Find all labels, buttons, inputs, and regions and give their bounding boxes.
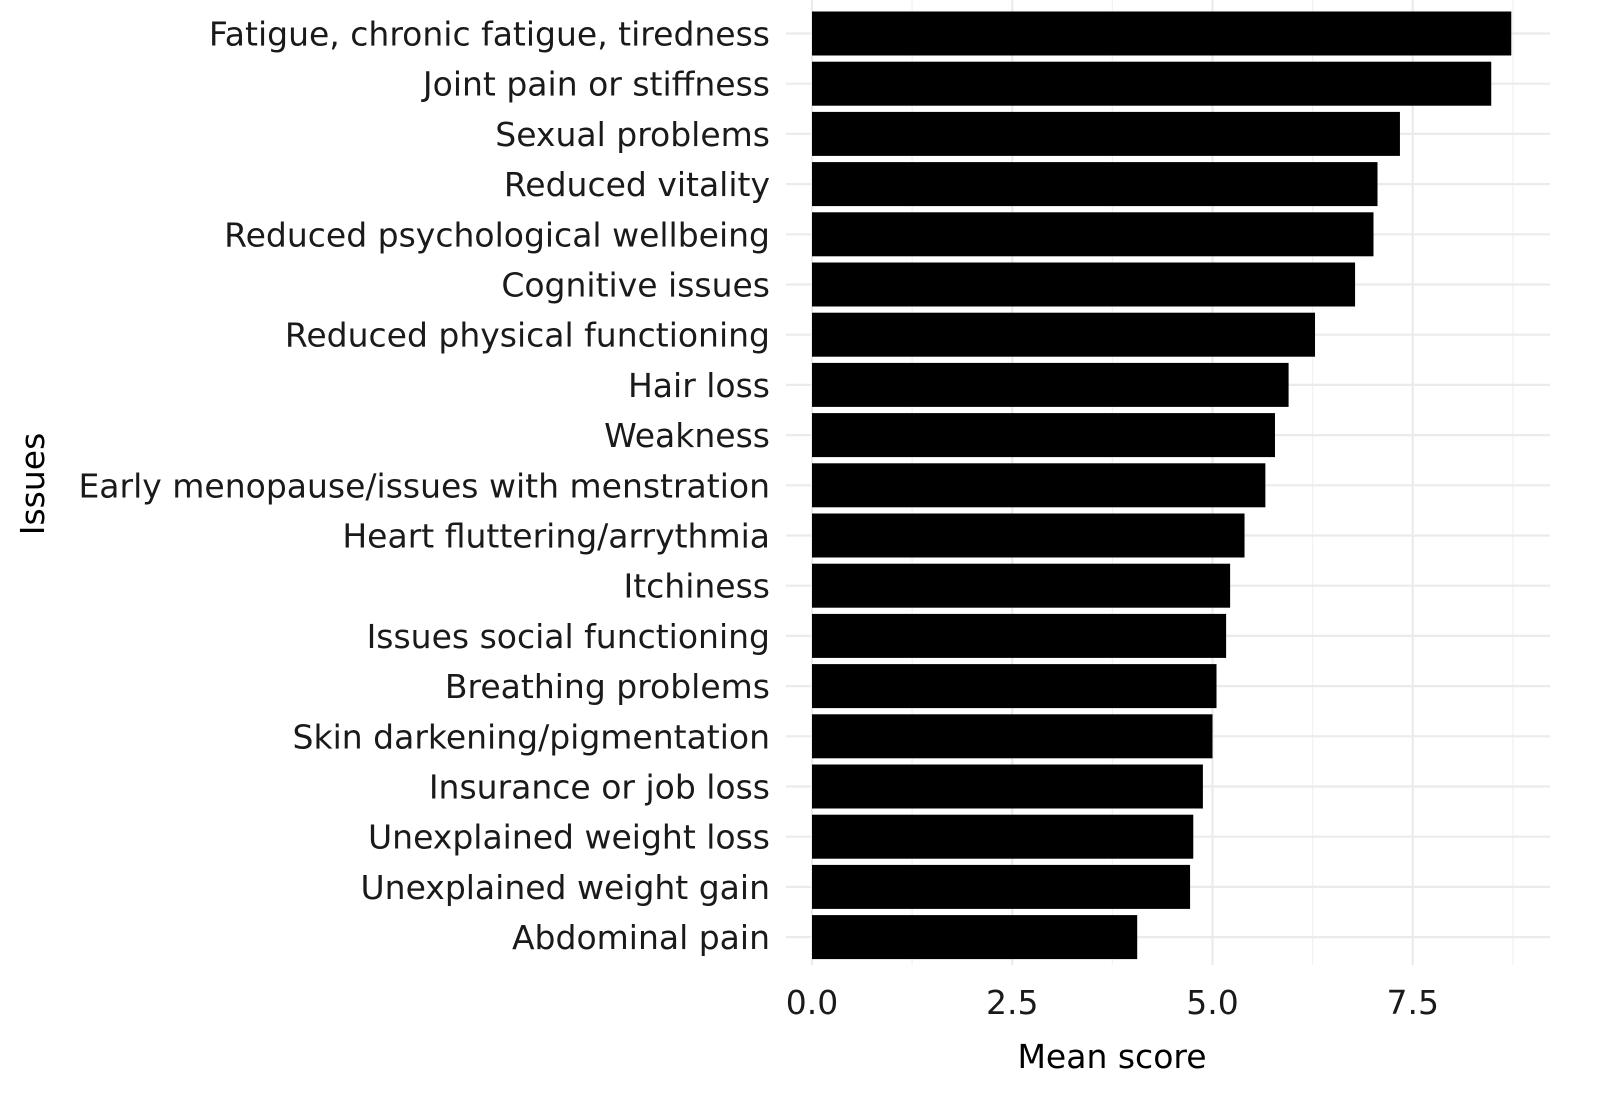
bar (812, 262, 1356, 307)
bar (812, 563, 1231, 608)
y-tick-label: Abdominal pain (512, 918, 770, 957)
y-tick-label: Fatigue, chronic fatigue, tiredness (209, 15, 770, 54)
y-tick-label: Hair loss (628, 366, 770, 405)
y-tick-label: Early menopause/issues with menstration (78, 466, 770, 505)
bar (812, 613, 1227, 658)
y-tick-label: Joint pain or stiffness (421, 65, 770, 104)
bar (812, 11, 1512, 56)
y-tick-label: Weakness (604, 416, 770, 455)
bar (812, 413, 1275, 458)
x-tick-label: 7.5 (1387, 983, 1439, 1022)
bar (812, 61, 1492, 106)
bar (812, 162, 1378, 207)
bar (812, 764, 1203, 809)
y-tick-label: Sexual problems (495, 115, 770, 154)
y-tick-label: Cognitive issues (501, 266, 770, 305)
bar (812, 362, 1289, 407)
y-axis-tick-labels: Fatigue, chronic fatigue, tiredness Joint… (78, 15, 770, 958)
bar (812, 664, 1217, 709)
bar (812, 212, 1374, 257)
y-tick-label: Reduced vitality (504, 165, 770, 204)
bar (812, 915, 1138, 960)
y-tick-label: Heart fluttering/arrythmia (342, 517, 770, 556)
x-axis-title: Mean score (1017, 1037, 1206, 1076)
bar (812, 463, 1266, 508)
bar (812, 513, 1245, 558)
y-tick-label: Skin darkening/pigmentation (293, 717, 770, 756)
x-tick-label: 5.0 (1186, 983, 1238, 1022)
y-tick-label: Insurance or job loss (429, 768, 770, 807)
bar (812, 814, 1194, 859)
y-tick-label: Breathing problems (445, 667, 770, 706)
bar (812, 111, 1400, 156)
y-tick-label: Itchiness (623, 567, 770, 606)
y-tick-label: Unexplained weight gain (361, 868, 771, 907)
y-tick-label: Reduced psychological wellbeing (224, 215, 770, 254)
y-tick-label: Unexplained weight loss (368, 818, 770, 857)
x-tick-label: 0.0 (786, 983, 838, 1022)
bar (812, 714, 1213, 759)
y-tick-label: Reduced physical functioning (285, 316, 770, 355)
bars (812, 11, 1512, 960)
x-axis-tick-labels: 0.0 2.5 5.0 7.5 (786, 983, 1439, 1022)
bar (812, 312, 1316, 357)
y-axis-title: Issues (13, 433, 52, 536)
bar (812, 864, 1191, 909)
y-tick-label: Issues social functioning (367, 617, 770, 656)
x-tick-label: 2.5 (986, 983, 1038, 1022)
